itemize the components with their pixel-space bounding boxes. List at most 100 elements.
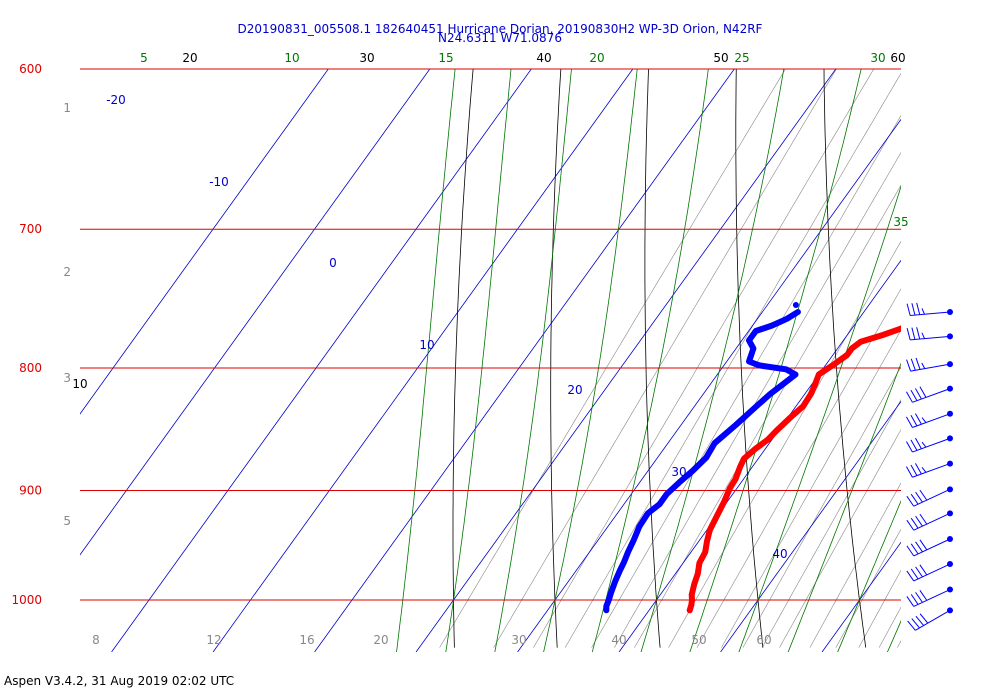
profiles xyxy=(603,301,931,614)
wind-barb-station xyxy=(947,308,953,315)
wind-barb-feather xyxy=(919,539,928,551)
wind-barb-feather xyxy=(911,327,916,340)
mixing-ratio-line xyxy=(742,366,901,648)
mixing-ratio-label: 12 xyxy=(206,633,221,647)
wind-barb-station xyxy=(947,435,953,442)
height-km-label: 1 xyxy=(63,101,71,115)
wind-barb-station xyxy=(947,561,953,568)
mixing-ratio-label: 20 xyxy=(373,633,388,647)
isotherm-line xyxy=(618,259,901,652)
dry-adiabat-line xyxy=(644,69,661,648)
isotherm-line xyxy=(415,69,837,652)
wind-barb xyxy=(906,510,953,531)
pressure-tick-label: 1000 xyxy=(11,593,42,607)
mixing-ratio-line xyxy=(997,67,1000,648)
mixing-ratio-line xyxy=(969,67,1000,648)
wind-barb-feather xyxy=(906,327,911,340)
wind-barb-staff xyxy=(912,437,951,453)
isotherm-label: 10 xyxy=(419,338,434,352)
wind-barb-feather xyxy=(921,332,925,339)
wind-barb-station xyxy=(947,333,953,340)
moist-adiabat-line xyxy=(837,499,901,652)
moist-adiabat-label: 25 xyxy=(734,51,749,65)
wind-barb-feather xyxy=(915,437,922,450)
isotherm-line xyxy=(517,118,901,652)
moist-adiabat-label: 20 xyxy=(589,51,604,65)
isotherm-line xyxy=(720,400,901,652)
mixing-ratio-line xyxy=(809,482,901,648)
wind-barb-feather xyxy=(910,517,919,529)
dry-adiabat-line xyxy=(823,69,867,648)
wind-barb-feather xyxy=(915,491,923,503)
isotherm-label: -10 xyxy=(209,175,229,189)
mixing-ratio-label: 8 xyxy=(92,633,100,647)
moist-adiabat-label: 35 xyxy=(893,215,908,229)
moist-adiabat-line xyxy=(787,362,901,652)
wind-barb-feather xyxy=(915,388,922,400)
wind-barb-staff xyxy=(913,589,951,607)
wind-barb-staff xyxy=(910,363,951,372)
wind-barb-feather xyxy=(915,413,922,425)
isotherm-line xyxy=(821,541,901,652)
dry-adiabat-line xyxy=(452,69,474,648)
wind-barb-feather xyxy=(915,592,923,603)
mixing-ratio-line xyxy=(918,67,1000,648)
mixing-ratio-line xyxy=(591,115,901,648)
mixing-ratio-label: 40 xyxy=(611,633,626,647)
mixing-ratio-line xyxy=(614,151,901,648)
chart-title: D20190831_005508.1 182640451 Hurricane D… xyxy=(238,22,763,36)
wind-barb-station xyxy=(947,607,953,614)
wind-barb-feather xyxy=(919,513,928,525)
wind-barb-feather xyxy=(919,613,929,624)
wind-barb xyxy=(906,535,953,557)
wind-barb-feather xyxy=(921,441,927,448)
wind-barb-station xyxy=(947,486,953,493)
pressure-tick-label: 700 xyxy=(19,222,42,236)
wind-barb-feather xyxy=(905,416,913,428)
dry-adiabat-label: 10 xyxy=(72,377,87,391)
dewpoint-top-point xyxy=(792,301,799,308)
wind-barb-feather xyxy=(906,545,915,557)
wind-barb xyxy=(906,586,953,607)
wind-barb-staff xyxy=(910,311,951,316)
dewpoint-profile-line xyxy=(603,309,801,614)
isotherm-line xyxy=(111,69,532,652)
isotherm-line xyxy=(314,69,735,652)
wind-barbs xyxy=(905,302,953,631)
moist-adiabat-line xyxy=(886,620,901,652)
wind-barb-feather xyxy=(910,358,916,371)
moist-adiabat-label: 5 xyxy=(140,51,148,65)
mixing-ratio-line xyxy=(937,67,1000,648)
isotherm-label: 20 xyxy=(567,383,582,397)
wind-barb-feather xyxy=(910,389,918,401)
wind-barb-station xyxy=(947,385,953,392)
isobars xyxy=(80,68,901,601)
wind-barb-feather xyxy=(906,596,915,607)
height-km-label: 3 xyxy=(63,371,71,385)
wind-barb-feather xyxy=(910,568,919,580)
isotherm-line xyxy=(212,69,634,652)
wind-barb-feather xyxy=(919,590,928,601)
wind-barb-station xyxy=(947,410,953,417)
wind-barb-feather xyxy=(919,564,928,576)
wind-barb-staff xyxy=(910,335,951,341)
height-km-label: 5 xyxy=(63,514,71,528)
moist-adiabat-line xyxy=(494,69,572,652)
isotherm-label: 30 xyxy=(671,465,686,479)
mixing-ratio-line xyxy=(761,399,901,648)
wind-barb-station xyxy=(947,510,953,517)
wind-barb-feather xyxy=(915,515,923,527)
wind-barb xyxy=(905,460,953,478)
moist-adiabat-line xyxy=(689,69,862,652)
moist-adiabat-line xyxy=(738,185,901,652)
dry-adiabat-label: 50 xyxy=(713,51,728,65)
moist-adiabat-line xyxy=(640,69,785,652)
mixing-ratio-line xyxy=(493,69,837,648)
wind-barb-feather xyxy=(921,417,927,423)
wind-barb xyxy=(906,561,953,582)
dry-adiabat-label: 40 xyxy=(536,51,551,65)
wind-barb-feather xyxy=(910,543,919,555)
wind-barb-feather xyxy=(911,618,920,629)
wind-barb xyxy=(906,357,953,372)
temperature-top-point xyxy=(925,302,931,308)
